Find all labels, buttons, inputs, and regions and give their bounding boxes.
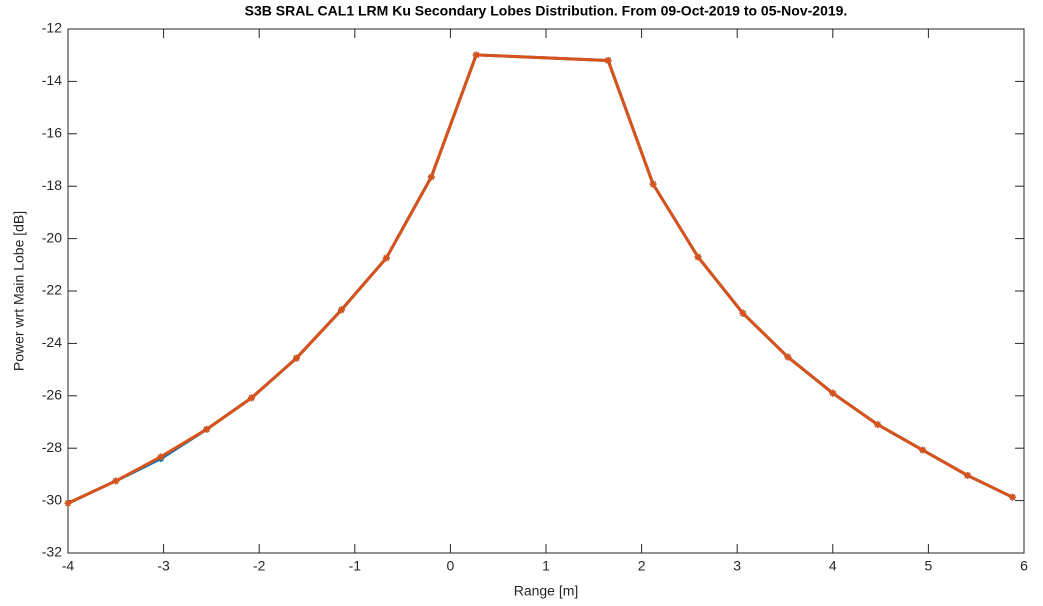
data-marker bbox=[829, 389, 837, 397]
data-marker bbox=[157, 453, 165, 461]
data-marker bbox=[248, 394, 256, 402]
data-marker bbox=[739, 309, 747, 317]
data-marker bbox=[292, 354, 300, 362]
data-marker bbox=[784, 353, 792, 361]
x-tick-label: -1 bbox=[349, 558, 362, 574]
y-tick-label: -12 bbox=[42, 20, 62, 36]
plot-frame bbox=[67, 28, 1025, 554]
x-tick-label: -3 bbox=[157, 558, 170, 574]
x-tick-label: -2 bbox=[253, 558, 266, 574]
data-marker bbox=[337, 306, 345, 314]
data-marker bbox=[427, 173, 435, 181]
x-tick-label: 6 bbox=[1020, 558, 1028, 574]
x-tick-label: 5 bbox=[925, 558, 933, 574]
data-marker bbox=[112, 477, 120, 485]
x-tick-label: 0 bbox=[447, 558, 455, 574]
y-axis-label: Power wrt Main Lobe [dB] bbox=[11, 211, 27, 371]
data-marker bbox=[472, 51, 480, 59]
x-tick-label: 2 bbox=[638, 558, 646, 574]
y-tick-label: -16 bbox=[42, 125, 62, 141]
x-tick-label: 3 bbox=[733, 558, 741, 574]
data-marker bbox=[382, 254, 390, 262]
data-marker bbox=[694, 253, 702, 261]
data-marker bbox=[919, 446, 927, 454]
data-marker bbox=[203, 425, 211, 433]
chart-title: S3B SRAL CAL1 LRM Ku Secondary Lobes Dis… bbox=[245, 3, 848, 19]
y-tick-label: -32 bbox=[42, 544, 62, 560]
data-marker bbox=[64, 499, 72, 507]
data-marker bbox=[604, 56, 612, 64]
x-tick-label: -4 bbox=[62, 558, 75, 574]
data-marker bbox=[874, 421, 882, 429]
y-tick-label: -20 bbox=[42, 229, 62, 245]
x-tick-label: 1 bbox=[542, 558, 550, 574]
data-marker bbox=[1009, 493, 1017, 501]
y-tick-label: -28 bbox=[42, 439, 62, 455]
y-tick-label: -30 bbox=[42, 491, 62, 507]
x-tick-label: 4 bbox=[829, 558, 837, 574]
y-tick-label: -26 bbox=[42, 387, 62, 403]
y-tick-label: -24 bbox=[42, 334, 62, 350]
y-tick-label: -18 bbox=[42, 177, 62, 193]
y-tick-label: -22 bbox=[42, 282, 62, 298]
series-line bbox=[67, 53, 1014, 505]
y-tick-label: -14 bbox=[42, 72, 62, 88]
data-marker bbox=[649, 180, 657, 188]
data-marker bbox=[964, 471, 972, 479]
x-axis-label: Range [m] bbox=[514, 583, 579, 599]
series-line bbox=[67, 53, 1014, 505]
